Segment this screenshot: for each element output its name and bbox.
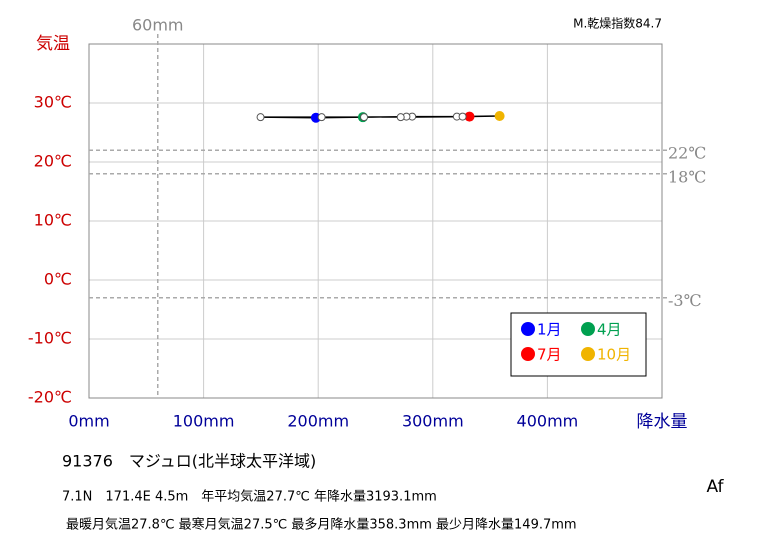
legend-label: 10月 [597, 346, 631, 364]
climate-class: Af [706, 477, 724, 497]
info-line: 最暖月気温27.8℃ 最寒月気温27.5℃ 最多月降水量358.3mm 最少月降… [66, 517, 577, 533]
info-line: 7.1N 171.4E 4.5m 年平均気温27.7℃ 年降水量3193.1mm [62, 489, 437, 505]
y-tick-label: -20℃ [28, 388, 72, 407]
reference-label: 22℃ [668, 144, 706, 163]
plot-frame [88, 43, 663, 399]
x-tick-label: 200mm [287, 412, 349, 431]
month-point [458, 112, 467, 121]
legend-marker [521, 347, 535, 361]
y-tick-label: 30℃ [34, 93, 72, 112]
reference-label: 60mm [132, 16, 184, 35]
x-tick-label: 100mm [173, 412, 235, 431]
legend-label: 4月 [597, 321, 622, 339]
y-tick-label: 20℃ [34, 152, 72, 171]
dryness-index: M.乾燥指数84.7 [573, 16, 662, 31]
x-tick-label: 400mm [517, 412, 579, 431]
x-tick-label: 300mm [402, 412, 464, 431]
y-axis-title: 気温 [36, 34, 70, 54]
month-point [360, 113, 369, 122]
month-point [464, 111, 475, 122]
reference-label: -3℃ [668, 291, 701, 310]
month-point [494, 110, 505, 121]
month-point [256, 113, 265, 122]
x-tick-label: 0mm [68, 412, 109, 431]
legend-marker [581, 322, 595, 336]
x-axis-title: 降水量 [637, 412, 688, 432]
legend-marker [521, 322, 535, 336]
y-tick-label: 0℃ [44, 270, 72, 289]
legend-box [510, 312, 647, 377]
station: 91376 マジュロ(北半球太平洋域) [62, 452, 316, 471]
legend-label: 1月 [537, 321, 562, 339]
reference-label: 18℃ [668, 167, 706, 186]
month-point [396, 113, 405, 122]
legend-marker [581, 347, 595, 361]
legend-label: 7月 [537, 346, 562, 364]
y-tick-label: 10℃ [34, 211, 72, 230]
y-tick-label: -10℃ [28, 329, 72, 348]
month-point [317, 113, 326, 122]
